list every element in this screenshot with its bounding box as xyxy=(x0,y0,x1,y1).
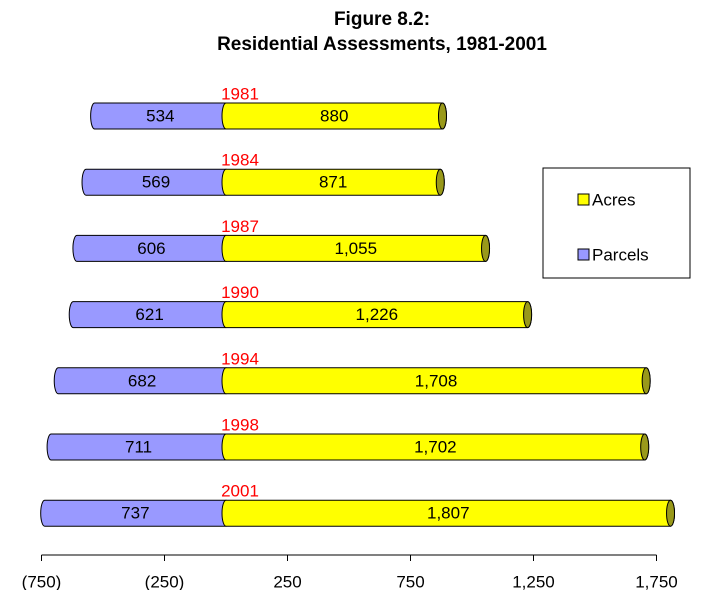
x-tick-label: 250 xyxy=(273,572,301,590)
category-label: 1990 xyxy=(221,283,259,302)
legend-swatch xyxy=(577,193,590,206)
data-label: 1,807 xyxy=(427,504,470,523)
x-tick-label: 1,750 xyxy=(635,572,678,590)
data-label: 880 xyxy=(320,106,348,125)
data-label: 1,226 xyxy=(356,305,399,324)
x-tick-label: 750 xyxy=(396,572,424,590)
chart-subtitle: Residential Assessments, 1981-2001 xyxy=(217,34,547,55)
bar-end xyxy=(437,102,447,130)
legend-swatch xyxy=(577,248,590,261)
bar-end xyxy=(481,234,491,262)
data-label: 606 xyxy=(137,239,165,258)
x-tick-label: 1,250 xyxy=(512,572,555,590)
data-label: 621 xyxy=(135,305,163,324)
category-label: 1987 xyxy=(221,217,259,236)
category-label: 1998 xyxy=(221,415,259,434)
legend-box xyxy=(542,167,691,279)
bar-end xyxy=(641,367,651,395)
bar-end xyxy=(640,433,650,461)
data-label: 1,055 xyxy=(334,239,377,258)
data-label: 534 xyxy=(146,106,174,125)
data-label: 569 xyxy=(142,173,170,192)
data-label: 1,708 xyxy=(415,371,458,390)
bar-end xyxy=(435,168,445,196)
data-label: 737 xyxy=(121,504,149,523)
legend-label: Parcels xyxy=(592,245,649,264)
data-label: 871 xyxy=(319,173,347,192)
bar-end xyxy=(523,301,533,329)
x-tick-label: (250) xyxy=(145,572,185,590)
bar-end xyxy=(666,499,676,527)
category-label: 1981 xyxy=(221,84,259,103)
category-label: 2001 xyxy=(221,482,259,501)
chart-title: Figure 8.2: xyxy=(334,9,430,30)
data-label: 1,702 xyxy=(414,437,457,456)
category-label: 1984 xyxy=(221,151,259,170)
data-label: 682 xyxy=(128,371,156,390)
category-label: 1994 xyxy=(221,349,259,368)
x-tick-label: (750) xyxy=(22,572,62,590)
legend-label: Acres xyxy=(592,190,635,209)
data-label: 711 xyxy=(125,437,152,456)
